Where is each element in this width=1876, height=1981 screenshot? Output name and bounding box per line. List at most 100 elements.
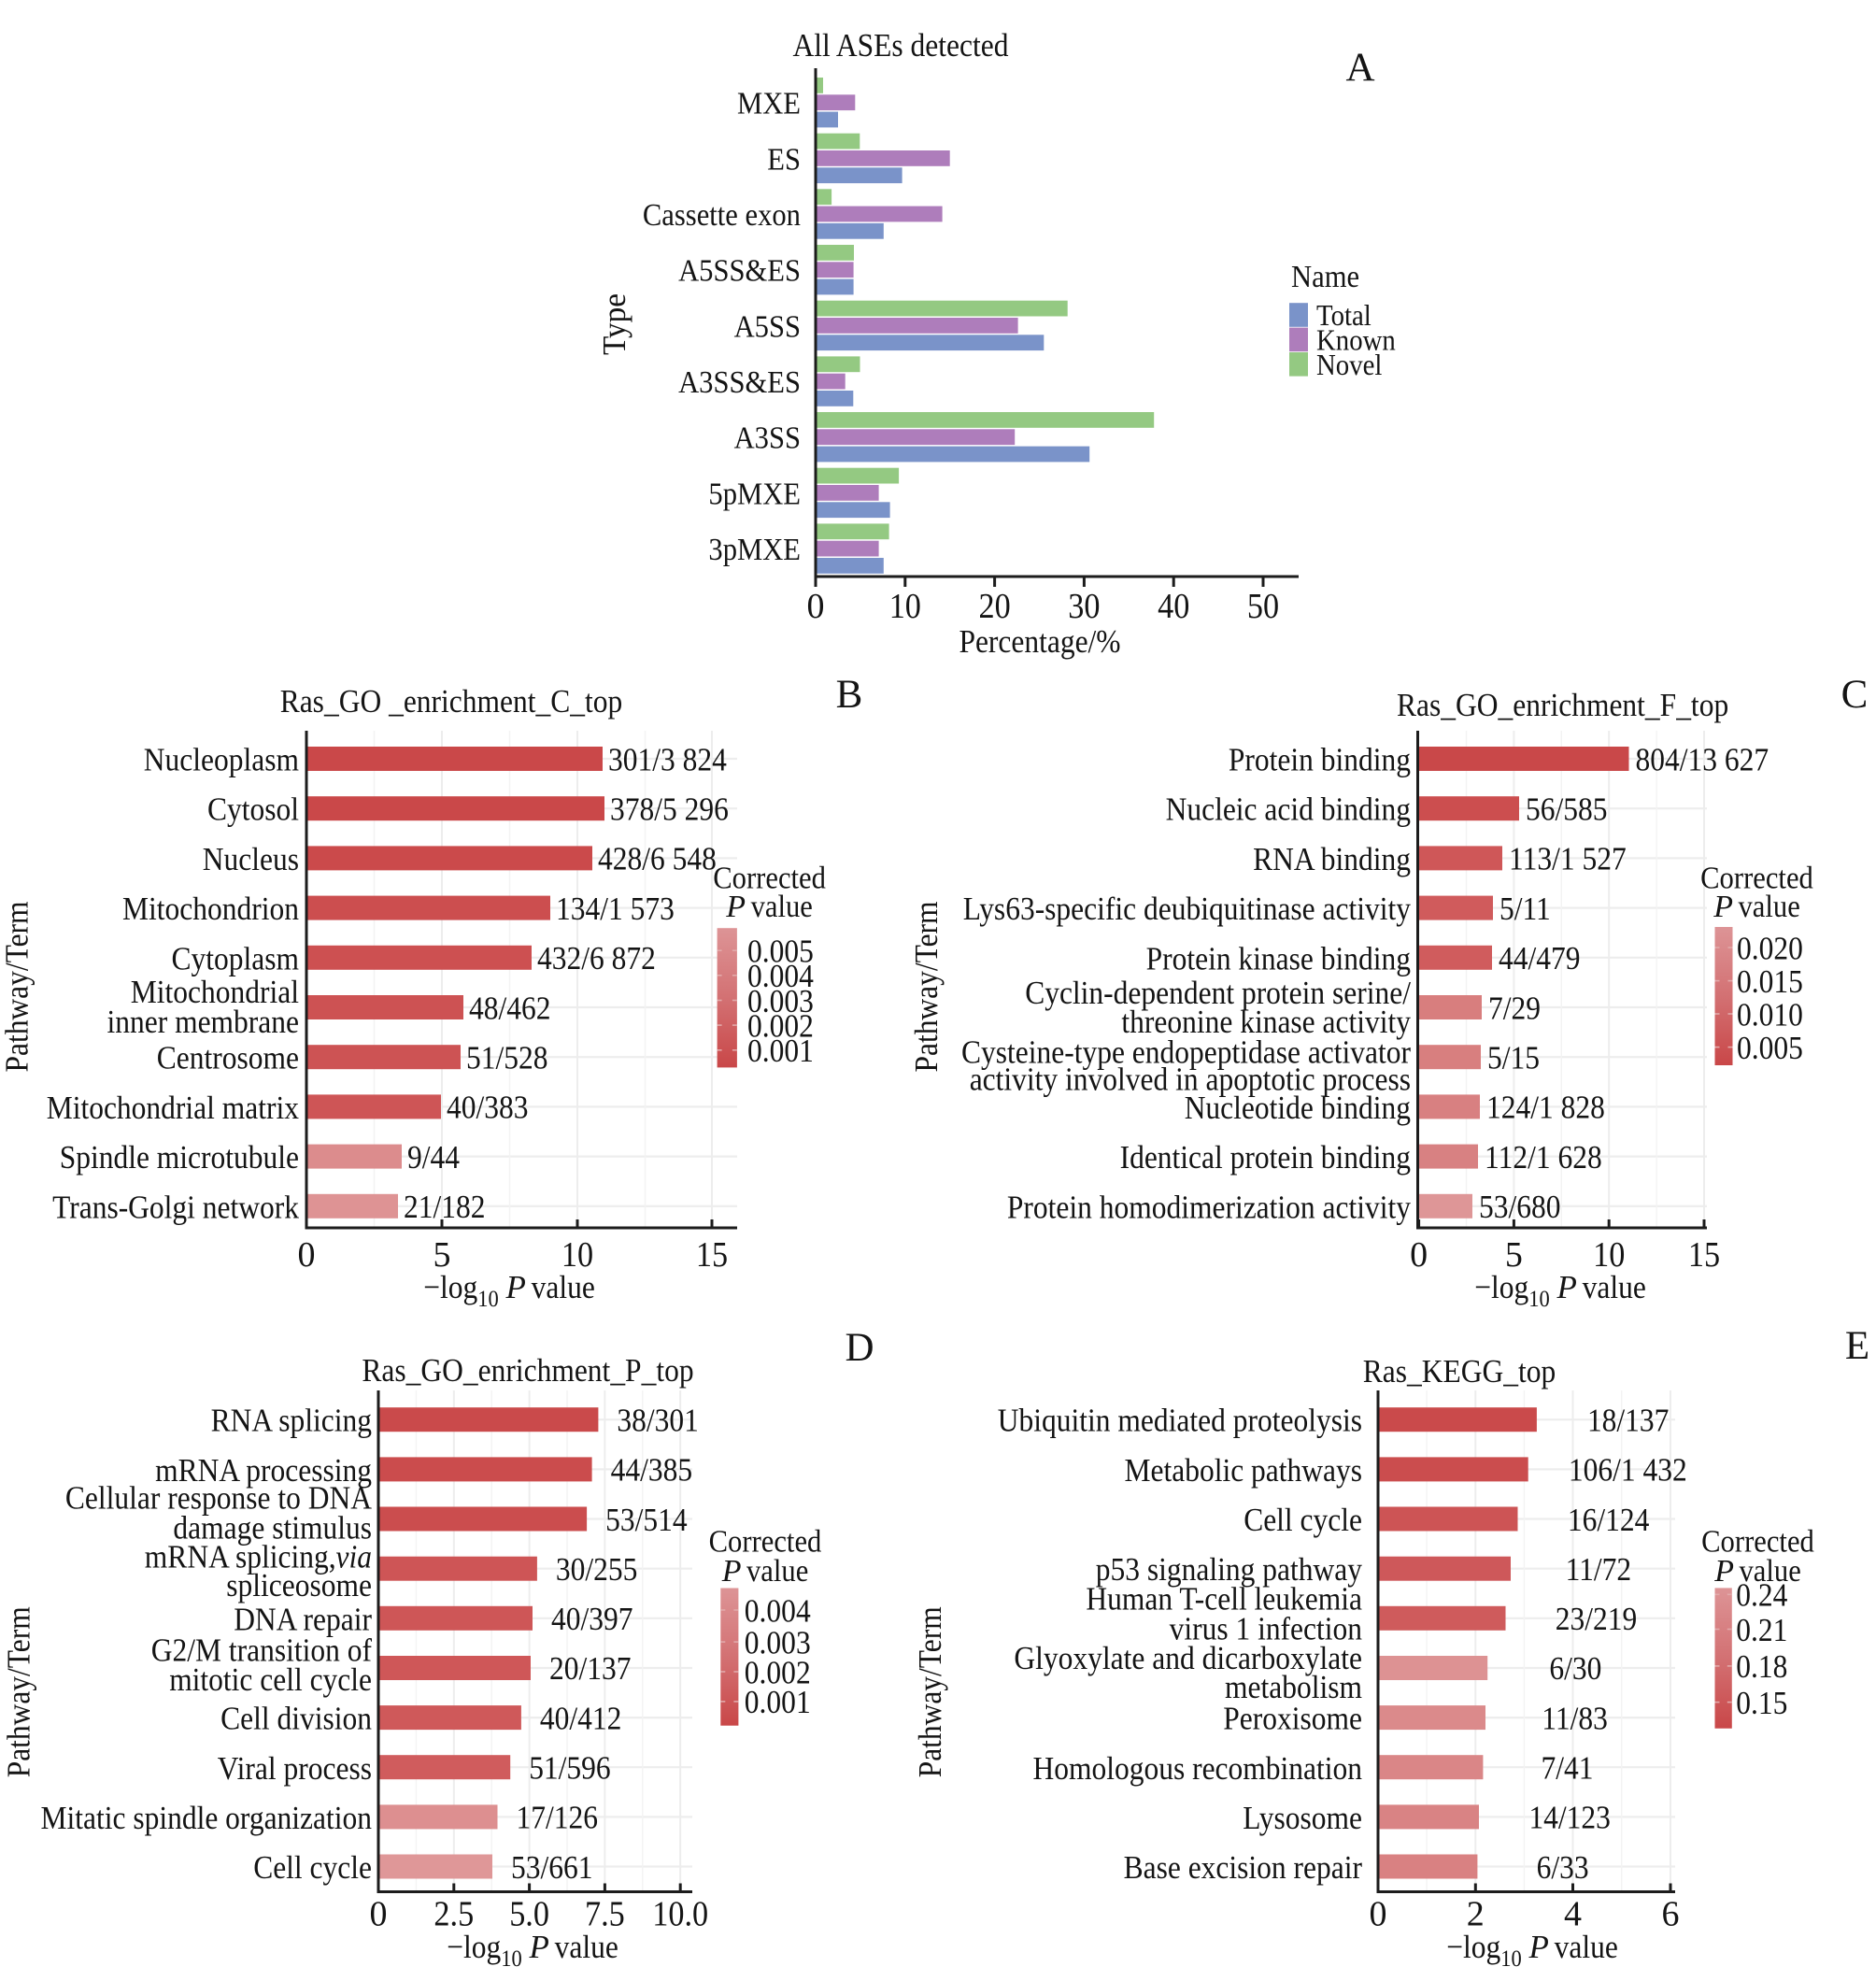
- svg-text:Nucleotide binding: Nucleotide binding: [1185, 1090, 1411, 1126]
- svg-text:A: A: [1345, 46, 1374, 90]
- svg-text:Human T-cell leukemia: Human T-cell leukemia: [1086, 1581, 1362, 1618]
- svg-text:activity involved in apoptotic: activity involved in apoptotic process: [970, 1062, 1411, 1098]
- svg-text:0.001: 0.001: [747, 1033, 814, 1069]
- svg-text:40/397: 40/397: [551, 1601, 633, 1637]
- svg-text:ES: ES: [767, 142, 801, 177]
- svg-text:0: 0: [807, 587, 825, 626]
- svg-text:Nucleic acid binding: Nucleic acid binding: [1166, 791, 1411, 828]
- svg-text:Lysosome: Lysosome: [1243, 1800, 1362, 1836]
- svg-text:134/1 573: 134/1 573: [556, 891, 675, 927]
- svg-text:48/462: 48/462: [469, 990, 551, 1026]
- svg-text:value: value: [746, 1554, 808, 1589]
- svg-text:Corrected: Corrected: [709, 1525, 822, 1560]
- svg-text:0.004: 0.004: [747, 958, 814, 994]
- svg-text:Cytosol: Cytosol: [207, 791, 299, 828]
- svg-text:Homologous recombination: Homologous recombination: [1033, 1750, 1363, 1787]
- svg-text:10: 10: [889, 587, 921, 626]
- svg-text:0: 0: [370, 1895, 388, 1934]
- svg-text:5/15: 5/15: [1487, 1040, 1540, 1076]
- svg-text:Known: Known: [1316, 323, 1396, 357]
- svg-text:D: D: [845, 1326, 874, 1370]
- svg-text:value: value: [532, 1269, 595, 1305]
- svg-text:value: value: [751, 890, 813, 924]
- svg-text:B: B: [836, 673, 863, 717]
- svg-text:16/124: 16/124: [1568, 1502, 1650, 1538]
- svg-text:15: 15: [696, 1235, 728, 1275]
- svg-text:6/33: 6/33: [1537, 1849, 1589, 1886]
- svg-text:Total: Total: [1316, 298, 1371, 332]
- svg-text:Ras_GO_enrichment_P_top: Ras_GO_enrichment_P_top: [362, 1352, 693, 1389]
- svg-text:11/83: 11/83: [1542, 1700, 1608, 1736]
- svg-text:metabolism: metabolism: [1225, 1669, 1362, 1705]
- svg-text:value: value: [1555, 1929, 1618, 1965]
- svg-text:10: 10: [477, 1287, 499, 1312]
- svg-text:428/6 548: 428/6 548: [598, 841, 717, 877]
- svg-text:Protein kinase binding: Protein kinase binding: [1146, 940, 1411, 976]
- svg-text:0.005: 0.005: [1737, 1030, 1803, 1066]
- svg-text:P: P: [725, 890, 746, 924]
- svg-text:MXE: MXE: [737, 87, 801, 121]
- svg-text:Mitochondrial matrix: Mitochondrial matrix: [47, 1090, 300, 1126]
- svg-text:threonine kinase activity: threonine kinase activity: [1121, 1004, 1411, 1040]
- svg-text:51/596: 51/596: [529, 1750, 611, 1787]
- svg-text:−log: −log: [1446, 1929, 1500, 1965]
- svg-text:804/13 627: 804/13 627: [1636, 741, 1769, 777]
- svg-text:P: P: [1713, 890, 1733, 924]
- svg-text:Peroxisome: Peroxisome: [1223, 1701, 1362, 1737]
- svg-text:40: 40: [1158, 587, 1189, 626]
- svg-text:value: value: [1740, 1554, 1801, 1589]
- svg-text:Pathway/Term: Pathway/Term: [0, 902, 36, 1073]
- svg-text:124/1 828: 124/1 828: [1486, 1090, 1605, 1126]
- svg-text:Lys63-specific deubiquitinase: Lys63-specific deubiquitinase activity: [963, 891, 1412, 927]
- svg-text:40/383: 40/383: [447, 1090, 529, 1126]
- svg-text:18/137: 18/137: [1587, 1403, 1670, 1439]
- svg-text:A3SS&ES: A3SS&ES: [678, 365, 801, 400]
- svg-text:7/29: 7/29: [1488, 990, 1541, 1026]
- svg-text:inner membrane: inner membrane: [107, 1004, 300, 1040]
- svg-text:21/182: 21/182: [404, 1189, 486, 1225]
- svg-text:0.020: 0.020: [1737, 930, 1803, 966]
- svg-text:53/661: 53/661: [511, 1849, 593, 1886]
- svg-text:Base excision repair: Base excision repair: [1124, 1849, 1363, 1886]
- svg-text:0.24: 0.24: [1736, 1577, 1787, 1614]
- svg-text:Pathway/Term: Pathway/Term: [908, 902, 945, 1073]
- svg-text:G2/M transition of: G2/M transition of: [151, 1632, 373, 1668]
- svg-text:Name: Name: [1291, 260, 1359, 294]
- svg-text:56/585: 56/585: [1526, 791, 1608, 828]
- svg-text:P: P: [505, 1269, 526, 1305]
- svg-text:value: value: [555, 1929, 618, 1965]
- svg-text:via: via: [336, 1538, 373, 1575]
- svg-text:10: 10: [1593, 1235, 1625, 1275]
- svg-text:0: 0: [1370, 1895, 1387, 1934]
- svg-text:Mitatic spindle organization: Mitatic spindle organization: [41, 1800, 373, 1836]
- svg-text:44/479: 44/479: [1499, 940, 1581, 976]
- svg-text:20/137: 20/137: [549, 1650, 632, 1687]
- svg-text:5: 5: [1505, 1235, 1523, 1275]
- svg-text:0.21: 0.21: [1736, 1612, 1787, 1648]
- svg-text:Cell cycle: Cell cycle: [253, 1849, 372, 1886]
- svg-text:Viral process: Viral process: [218, 1750, 372, 1787]
- svg-text:10: 10: [561, 1235, 593, 1275]
- svg-text:30: 30: [1068, 587, 1100, 626]
- svg-text:0.15: 0.15: [1736, 1685, 1787, 1721]
- svg-text:Type: Type: [596, 293, 632, 355]
- svg-text:53/680: 53/680: [1479, 1189, 1561, 1225]
- svg-text:378/5 296: 378/5 296: [610, 791, 729, 828]
- svg-text:0.18: 0.18: [1736, 1648, 1787, 1685]
- svg-text:−log: −log: [423, 1269, 477, 1305]
- svg-text:All ASEs detected: All ASEs detected: [793, 27, 1009, 64]
- svg-text:Nucleoplasm: Nucleoplasm: [144, 742, 299, 778]
- svg-text:5pMXE: 5pMXE: [708, 477, 801, 511]
- svg-text:Corrected: Corrected: [1700, 862, 1813, 896]
- svg-text:A3SS: A3SS: [734, 421, 801, 456]
- svg-text:17/126: 17/126: [517, 1800, 599, 1836]
- svg-text:9/44: 9/44: [407, 1139, 460, 1176]
- svg-text:Trans-Golgi network: Trans-Golgi network: [52, 1189, 299, 1225]
- svg-text:Ras_KEGG_top: Ras_KEGG_top: [1363, 1353, 1556, 1390]
- svg-text:E: E: [1845, 1324, 1869, 1368]
- svg-text:50: 50: [1247, 587, 1279, 626]
- svg-text:23/219: 23/219: [1556, 1601, 1638, 1637]
- svg-text:mRNA processing: mRNA processing: [155, 1452, 372, 1489]
- svg-text:RNA splicing: RNA splicing: [211, 1403, 372, 1439]
- svg-text:Cell cycle: Cell cycle: [1244, 1502, 1362, 1538]
